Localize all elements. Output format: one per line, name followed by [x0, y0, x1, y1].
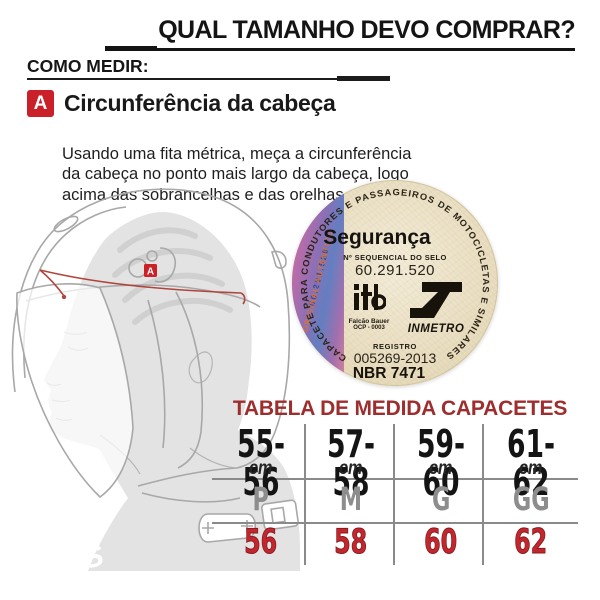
head-silhouette — [44, 212, 300, 571]
title-underline — [105, 48, 575, 51]
rear-vent — [271, 250, 287, 269]
step-a-title: Circunferência da cabeça — [64, 90, 336, 116]
inmetro-mark — [410, 282, 462, 318]
row-size-number: 56 58 60 62 — [216, 522, 576, 562]
size-table: TABELA DE MEDIDA CAPACETES 55-56 57-58 5… — [210, 397, 590, 577]
unit-cell: cm — [249, 458, 273, 479]
table-divider — [482, 424, 484, 565]
measurement-line — [39, 269, 246, 305]
number-cell: 62 — [514, 522, 548, 562]
inmetro-logo-block: INMETRO — [404, 282, 468, 335]
seal-registry-number: 005269-2013 — [353, 350, 437, 366]
letter-cell: M — [339, 480, 363, 518]
letter-cell: P — [252, 480, 270, 518]
range-cell: 61-62 — [506, 422, 556, 504]
number-cell: 60 — [424, 522, 458, 562]
letter-cell: GG — [512, 480, 550, 518]
size-table-title: TABELA DE MEDIDA CAPACETES — [232, 397, 568, 420]
seal-security-title: Segurança — [323, 226, 431, 249]
seal-serial-number: 60.291.520 — [354, 262, 436, 279]
how-to-measure-label: COMO MEDIR: — [27, 56, 149, 76]
visor — [16, 283, 134, 499]
row-size-letter: P M G GG — [216, 483, 576, 515]
range-cell: 55-56 — [236, 422, 286, 504]
hologram-strip: 60.291.520 ORIGINAL AUTÊNTICO — [292, 180, 344, 386]
subtitle-underline — [27, 78, 390, 80]
number-cell: 56 — [244, 522, 278, 562]
letter-cell: G — [431, 480, 451, 518]
unit-cell: cm — [339, 458, 363, 479]
step-a-description: Usando uma fita métrica, meça a circunfe… — [62, 144, 412, 204]
svg-text:A: A — [147, 267, 154, 278]
seal-guilloche-texture — [292, 180, 498, 386]
table-divider — [304, 424, 306, 565]
page-title: QUAL TAMANHO DEVO COMPRAR? — [158, 16, 575, 44]
row-circumference-range: 55-56 57-58 59-60 61-62 — [216, 425, 576, 501]
unit-cell: cm — [519, 458, 543, 479]
number-cell: 58 — [334, 522, 368, 562]
unit-cell: cm — [429, 458, 453, 479]
range-cell: 57-58 — [326, 422, 376, 504]
size-table-grid: 55-56 57-58 59-60 61-62 cm cm cm cm P M … — [212, 424, 578, 566]
inmetro-label: INMETRO — [407, 323, 465, 335]
inmetro-certification-seal: 60.291.520 ORIGINAL AUTÊNTICO CAPACETE P… — [292, 180, 498, 386]
seal-registry-label: REGISTRO — [373, 342, 417, 351]
table-divider — [393, 424, 395, 565]
row-unit: cm cm cm cm — [216, 459, 576, 478]
seal-rim-text-svg: CAPACETE PARA CONDUTORES E PASSAGEIROS D… — [299, 187, 490, 363]
certifier-logo-block: Falcão Bauer OCP - 0003 — [338, 284, 400, 331]
table-rule — [212, 522, 578, 524]
seal-serial-label: Nº SEQUENCIAL DO SELO — [343, 253, 447, 262]
step-a-heading: A Circunferência da cabeça — [27, 90, 336, 117]
top-vent — [53, 215, 79, 233]
step-a-badge: A — [27, 90, 54, 117]
table-rule — [212, 478, 578, 480]
range-cell: 59-60 — [416, 422, 466, 504]
subtitle-underline-accent — [337, 76, 390, 81]
falcao-bauer-logo — [354, 284, 387, 310]
chin-ratchet — [198, 513, 257, 543]
certifier-code: OCP - 0003 — [353, 325, 385, 331]
seal-standard: NBR 7471 — [352, 365, 426, 382]
measurement-a-marker: A — [144, 264, 157, 278]
certifier-name: Falcão Bauer — [348, 318, 390, 325]
title-underline-accent — [105, 46, 157, 51]
